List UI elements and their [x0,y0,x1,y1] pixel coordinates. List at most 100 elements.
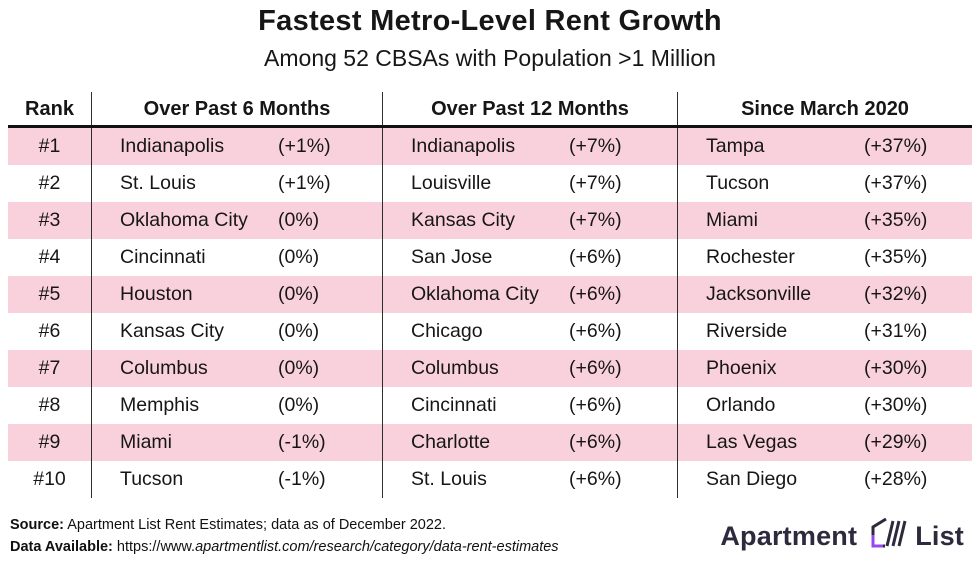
twelve-month-cell: Indianapolis (+7%) [383,128,678,165]
twelve-month-cell: Kansas City (+7%) [383,202,678,239]
rent-growth-table: Rank Over Past 6 Months Over Past 12 Mon… [8,92,972,498]
pct-value: (+6%) [569,245,622,268]
logo-word-list: List [915,520,964,551]
pct-value: (0%) [278,319,320,342]
twelve-month-cell: San Jose (+6%) [383,239,678,276]
city-name: Kansas City [411,208,516,231]
city-name: Houston [120,282,193,305]
six-month-cell: St. Louis (+1%) [92,165,383,202]
city-name: Chicago [411,319,483,342]
twelve-month-cell: Charlotte (+6%) [383,424,678,461]
since-march-2020-cell: Tucson (+37%) [678,165,972,202]
pct-value: (+6%) [569,430,622,453]
city-name: St. Louis [411,467,487,490]
rank-cell: #3 [8,202,92,239]
header-past-6-months: Over Past 6 Months [92,92,383,125]
rank-cell: #8 [8,387,92,424]
rank-cell: #9 [8,424,92,461]
header-past-12-months: Over Past 12 Months [383,92,678,125]
city-name: Miami [120,430,172,453]
since-march-2020-cell: Orlando (+30%) [678,387,972,424]
pct-value: (+1%) [278,171,331,194]
city-name: Tucson [120,467,184,490]
pct-value: (0%) [278,208,320,231]
table-row: #1 Indianapolis (+1%) Indianapolis (+7%) Tamp… [8,128,972,165]
pct-value: (+1%) [278,134,331,157]
source-note: Source: Apartment List Rent Estimates; d… [10,514,559,536]
pct-value: (0%) [278,393,320,416]
table-row: #8 Memphis (0%) Cincinnati (+6%) Orlando (+30%… [8,387,972,424]
since-march-2020-cell: Las Vegas (+29%) [678,424,972,461]
pct-value: (+37%) [864,171,928,194]
table-row: #4 Cincinnati (0%) San Jose (+6%) Rochester (+… [8,239,972,276]
city-name: Charlotte [411,430,491,453]
pct-value: (+31%) [864,319,928,342]
city-name: Oklahoma City [120,208,248,231]
pct-value: (+7%) [569,171,622,194]
table-row: #3 Oklahoma City (0%) Kansas City (+7%) Miami… [8,202,972,239]
pct-value: (+7%) [569,208,622,231]
rank-cell: #6 [8,313,92,350]
pct-value: (+37%) [864,134,928,157]
city-name: Phoenix [706,356,777,379]
footer-notes: Source: Apartment List Rent Estimates; d… [10,514,559,559]
six-month-cell: Cincinnati (0%) [92,239,383,276]
pct-value: (0%) [278,282,320,305]
source-label: Source: [10,516,64,533]
pct-value: (+29%) [864,430,928,453]
six-month-cell: Oklahoma City (0%) [92,202,383,239]
pct-value: (+6%) [569,467,622,490]
since-march-2020-cell: Phoenix (+30%) [678,350,972,387]
twelve-month-cell: Oklahoma City (+6%) [383,276,678,313]
table-row: #6 Kansas City (0%) Chicago (+6%) Riverside (+… [8,313,972,350]
city-name: Las Vegas [706,430,798,453]
page-title: Fastest Metro-Level Rent Growth [258,5,722,37]
table-row: #7 Columbus (0%) Columbus (+6%) Phoenix (+30%) [8,350,972,387]
pct-value: (+30%) [864,393,928,416]
twelve-month-cell: Louisville (+7%) [383,165,678,202]
data-url-prefix: https://www. [112,539,196,555]
city-name: Indianapolis [120,134,225,157]
data-available-note: Data Available: https://www.apartmentlis… [10,536,559,558]
table-row: #10 Tucson (-1%) St. Louis (+6%) San Diego (+2… [8,461,972,498]
rank-cell: #5 [8,276,92,313]
pct-value: (+35%) [864,245,928,268]
rank-cell: #10 [8,461,92,498]
city-name: Miami [706,208,758,231]
table-row: #9 Miami (-1%) Charlotte (+6%) Las Vegas (+29%… [8,424,972,461]
six-month-cell: Memphis (0%) [92,387,383,424]
source-text: Apartment List Rent Estimates; data as o… [64,516,447,533]
rank-cell: #7 [8,350,92,387]
header-rank: Rank [8,92,92,125]
city-name: Jacksonville [706,282,812,305]
apartment-list-house-icon [865,515,907,558]
city-name: Rochester [706,245,795,268]
city-name: San Jose [411,245,493,268]
pct-value: (+6%) [569,282,622,305]
pct-value: (-1%) [278,430,326,453]
pct-value: (-1%) [278,467,326,490]
city-name: Riverside [706,319,788,342]
city-name: Memphis [120,393,200,416]
pct-value: (+35%) [864,208,928,231]
data-available-label: Data Available: [10,539,113,555]
city-name: Tampa [706,134,765,157]
city-name: San Diego [706,467,798,490]
table-body: #1 Indianapolis (+1%) Indianapolis (+7%) Tamp… [8,128,972,498]
city-name: Tucson [706,171,770,194]
city-name: Cincinnati [120,245,206,268]
six-month-cell: Miami (-1%) [92,424,383,461]
page-subtitle: Among 52 CBSAs with Population >1 Millio… [264,45,716,71]
six-month-cell: Houston (0%) [92,276,383,313]
since-march-2020-cell: Tampa (+37%) [678,128,972,165]
pct-value: (+32%) [864,282,928,305]
logo-word-apartment: Apartment [720,520,858,551]
city-name: Cincinnati [411,393,497,416]
since-march-2020-cell: Rochester (+35%) [678,239,972,276]
rank-cell: #1 [8,128,92,165]
since-march-2020-cell: Miami (+35%) [678,202,972,239]
pct-value: (+6%) [569,356,622,379]
table-header-row: Rank Over Past 6 Months Over Past 12 Mon… [8,92,972,128]
rank-cell: #2 [8,165,92,202]
